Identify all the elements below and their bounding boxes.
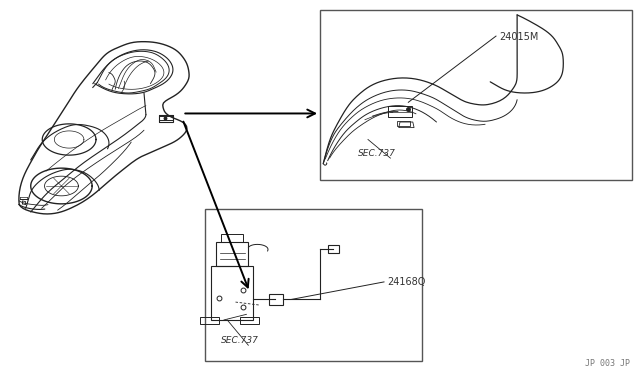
Bar: [221, 234, 243, 242]
Text: 24168Q: 24168Q: [387, 277, 426, 287]
Bar: [388, 106, 412, 117]
Bar: [216, 242, 248, 266]
Bar: [211, 266, 253, 320]
Bar: [397, 121, 410, 126]
Bar: [269, 294, 283, 305]
Text: JP 003 JP: JP 003 JP: [586, 359, 630, 368]
Bar: [240, 317, 259, 324]
Bar: [200, 317, 219, 324]
Text: 24015M: 24015M: [499, 32, 539, 42]
Bar: [328, 245, 339, 253]
Bar: [205, 209, 422, 361]
Text: SEC.737: SEC.737: [358, 149, 396, 158]
Bar: [159, 115, 173, 122]
Text: SEC.737: SEC.737: [221, 336, 259, 345]
Bar: [320, 10, 632, 180]
